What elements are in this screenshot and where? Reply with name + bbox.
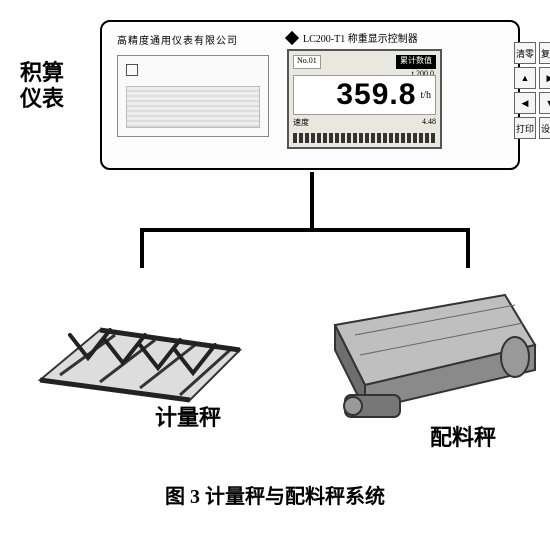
key-right[interactable]: ▶	[539, 67, 550, 89]
integrator-label: 积算仪表	[20, 60, 64, 113]
model-row: LC200-T1 称重显示控制器	[287, 30, 507, 45]
figure-caption: 图 3 计量秤与配料秤系统	[0, 480, 550, 509]
batching-scale-device	[300, 270, 520, 410]
model-label: LC200-T1 称重显示控制器	[303, 30, 418, 45]
key-reset[interactable]: 复位	[539, 42, 550, 64]
key-set[interactable]: 设置	[539, 117, 550, 139]
lcd-speed-label: 速度	[293, 117, 309, 128]
connector-horizontal	[140, 228, 470, 232]
display-panel: LC200-T1 称重显示控制器 No.01 累计数值 t 200.0 359.…	[287, 30, 507, 149]
connector-left	[140, 228, 144, 268]
keypad: 清零 复位 ▲ ▶ ◀ ▼ 打印 设置	[514, 42, 550, 139]
key-up[interactable]: ▲	[514, 67, 536, 89]
integrator-instrument: 高精度通用仪表有限公司 LC200-T1 称重显示控制器 No.01 累计数值 …	[100, 20, 520, 170]
key-left[interactable]: ◀	[514, 92, 536, 114]
lcd-speed-value: 4.48	[422, 117, 436, 128]
printer-led-icon	[126, 64, 138, 76]
lcd-bargraph	[293, 133, 436, 143]
logo-icon	[285, 30, 299, 44]
key-zero[interactable]: 清零	[514, 42, 536, 64]
key-print[interactable]: 打印	[514, 117, 536, 139]
connector-right	[466, 228, 470, 268]
lcd-main: 359.8 t/h	[293, 75, 436, 115]
lcd-screen: No.01 累计数值 t 200.0 359.8 t/h 速度 4.48	[287, 49, 442, 149]
lcd-unit: t/h	[420, 90, 431, 101]
weighing-scale-label: 计量秤	[155, 400, 221, 432]
printer	[117, 55, 269, 137]
maker-label: 高精度通用仪表有限公司	[117, 32, 267, 47]
lcd-main-value: 359.8	[336, 78, 416, 112]
batching-scale-label: 配料秤	[430, 420, 496, 452]
key-down[interactable]: ▼	[539, 92, 550, 114]
printer-panel: 高精度通用仪表有限公司	[117, 32, 267, 137]
lcd-accum-label: 累计数值	[396, 55, 436, 69]
lcd-top-row: No.01 累计数值	[293, 55, 436, 69]
lcd-channel: No.01	[293, 55, 321, 69]
connector-main	[310, 172, 314, 228]
printer-slot	[126, 86, 260, 128]
weighing-scale-device	[30, 270, 250, 410]
lcd-sub-row: 速度 4.48	[293, 117, 436, 128]
